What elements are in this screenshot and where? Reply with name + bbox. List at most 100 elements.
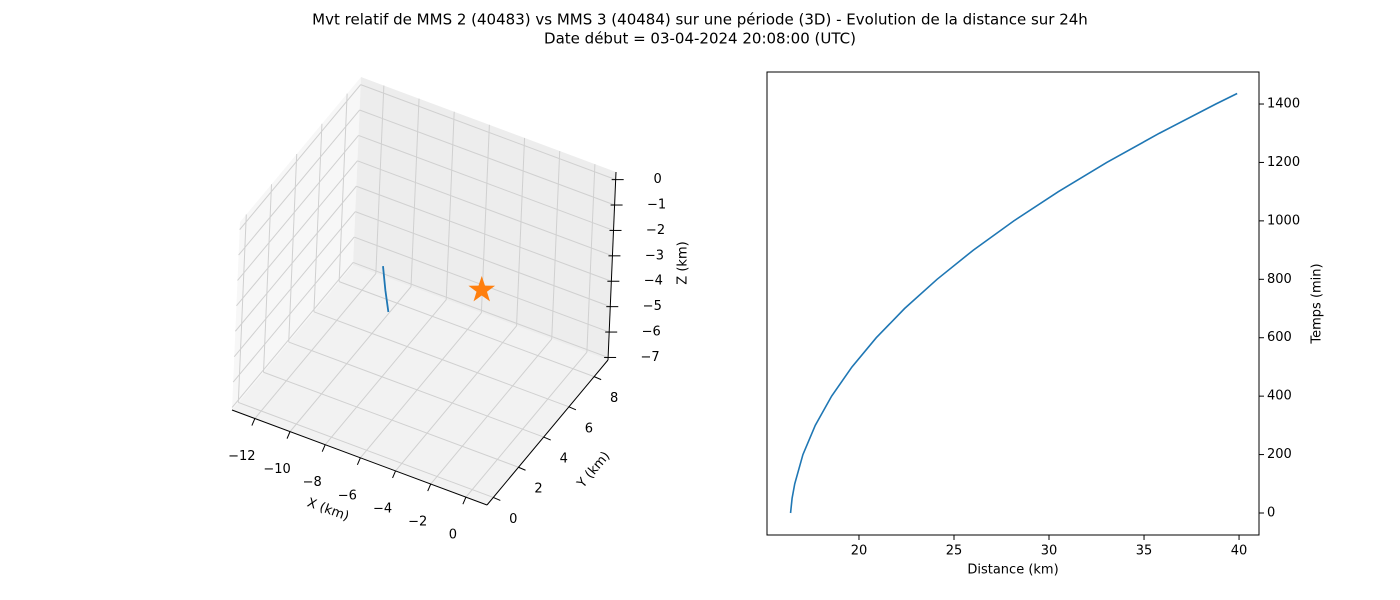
y-tick-label: 0 [1267, 506, 1275, 521]
grid-line [236, 160, 358, 307]
grid-line [359, 312, 482, 459]
grid-line [375, 85, 385, 274]
grid-line [359, 109, 615, 206]
grid-line [263, 371, 519, 468]
grid-line [288, 154, 298, 343]
grid-line [234, 185, 357, 332]
x-tick [392, 470, 397, 479]
trajectory-line [382, 266, 390, 313]
grid-line [410, 98, 420, 287]
x-tick-label: 40 [1231, 544, 1248, 559]
z-tick-label: 0 [654, 172, 662, 187]
grid-line [238, 401, 494, 498]
x-tick-label: 0 [449, 528, 457, 543]
z-tick-label: −6 [642, 325, 661, 340]
grid-line [356, 185, 612, 282]
z-axis-label: Z (km) [676, 241, 691, 284]
y-tick-label: 1000 [1267, 213, 1300, 228]
grid-line [551, 151, 561, 340]
y-tick-label: 2 [534, 482, 542, 497]
grid-line [231, 262, 354, 408]
grid-line [465, 351, 588, 498]
x-tick-label: 20 [851, 544, 868, 559]
grid-line [586, 164, 596, 353]
z-tick-label: −5 [643, 299, 662, 314]
grid-line [313, 123, 323, 312]
x-tick-label: −8 [303, 475, 322, 490]
y-tick-label: 800 [1267, 272, 1292, 287]
grid-line [338, 93, 348, 282]
y-tick [493, 496, 501, 501]
y-tick-label: 1400 [1267, 97, 1300, 112]
left-pane [232, 77, 361, 410]
y-tick-label: 400 [1267, 389, 1292, 404]
x-axis-label: Distance (km) [967, 563, 1058, 578]
y-tick [593, 376, 602, 381]
star-marker [468, 276, 496, 302]
grid-line [352, 261, 609, 358]
grid-line [358, 134, 614, 231]
grid-line [313, 311, 570, 408]
x-tick-label: 35 [1136, 544, 1153, 559]
figure-subtitle: Date début = 03-04-2024 20:08:00 (UTC) [544, 30, 856, 48]
grid-line [360, 84, 616, 181]
grid-line [288, 341, 544, 438]
plot-frame [766, 71, 1260, 536]
y-tick-label: 600 [1267, 330, 1292, 345]
grid-line [233, 211, 356, 357]
y-tick-label: 0 [509, 512, 517, 527]
z-tick-label: −7 [641, 350, 660, 365]
y-tick-label: 1200 [1267, 155, 1300, 170]
x-tick [462, 496, 467, 505]
z-tick-label: −2 [646, 223, 665, 238]
y-tick [518, 466, 526, 471]
x-axis-line [231, 409, 488, 506]
x-tick-label: 25 [946, 544, 963, 559]
grid-line [237, 214, 247, 403]
x-tick [356, 457, 361, 466]
x-tick-label: 30 [1041, 544, 1058, 559]
grid-line [254, 273, 377, 419]
x-tick-label: −6 [338, 488, 357, 503]
grid-line [338, 281, 595, 378]
back-pane [353, 77, 616, 360]
x-tick-label: −4 [373, 501, 392, 516]
grid-line [263, 184, 273, 373]
x-tick [321, 444, 326, 452]
grid-line [289, 286, 412, 432]
figure-title: Mvt relatif de MMS 2 (40483) vs MMS 3 (4… [312, 11, 1088, 29]
x-tick [427, 483, 432, 492]
grid-line [232, 236, 355, 383]
x-tick [286, 431, 291, 439]
z-tick-label: −1 [647, 198, 666, 213]
y-axis-label: Temps (min) [1310, 263, 1325, 344]
grid-line [430, 338, 553, 485]
grid-line [445, 111, 455, 300]
grid-line [516, 137, 526, 326]
y-tick [568, 406, 577, 411]
data-line [789, 92, 1238, 514]
grid-line [239, 84, 362, 230]
y-tick-label: 200 [1267, 447, 1292, 462]
y-tick-label: 6 [585, 421, 593, 436]
grid-line [355, 211, 611, 308]
z-tick-label: −3 [645, 248, 664, 263]
y-axis-line [486, 359, 609, 506]
x-tick [251, 418, 256, 426]
y-tick-label: 8 [610, 391, 618, 406]
grid-line [237, 135, 359, 281]
x-tick-label: −10 [263, 462, 290, 477]
x-tick-label: −2 [408, 515, 427, 530]
x-tick-label: −12 [228, 449, 255, 464]
y-tick-label: 4 [560, 452, 568, 467]
grid-line [357, 160, 613, 257]
y-tick [543, 436, 551, 441]
grid-line [324, 299, 447, 446]
grid-line [238, 109, 360, 256]
z-tick-label: −4 [644, 274, 663, 289]
z-axis-line [607, 171, 617, 361]
grid-line [395, 325, 517, 472]
